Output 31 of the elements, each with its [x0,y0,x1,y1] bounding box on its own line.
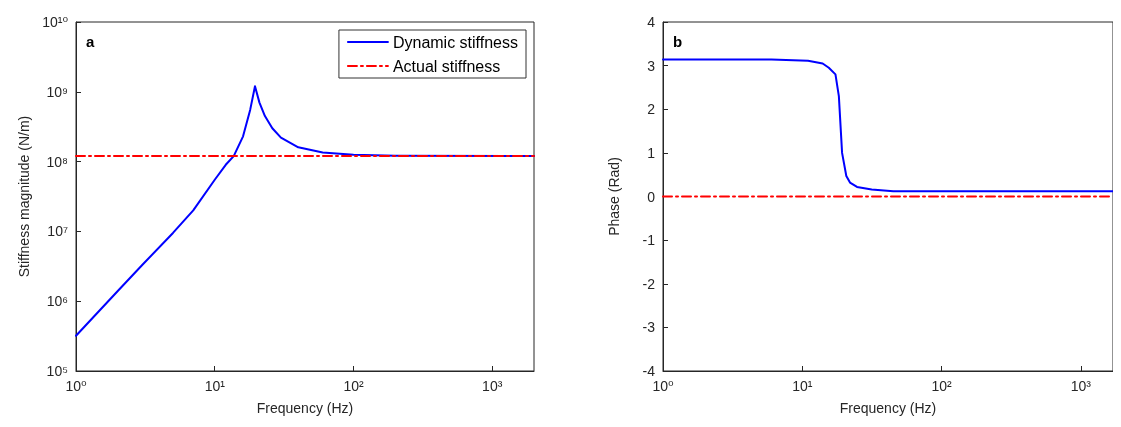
y-tick-label: -3 [642,319,656,336]
x-axis-title: Frequency (Hz) [256,400,354,416]
y-tick-label: -4 [642,363,656,379]
y-tick-label: 10¹⁰ [42,14,69,30]
y-tick-label: 10⁷ [47,223,68,240]
x-tick-label: 10³ [1070,378,1092,394]
x-tick-label: 10² [343,378,364,394]
y-tick-label: -1 [642,232,656,249]
annotation: b [673,33,683,50]
y-axis-title: Stiffness magnitude (N/m) [16,115,33,278]
y-tick-label: 2 [647,101,656,118]
x-tick-label: 10¹ [792,378,813,394]
legend-label: Dynamic stiffness [392,33,518,51]
x-axis-title: Frequency (Hz) [839,400,937,416]
y-tick-label: 3 [647,57,656,74]
annotation: a [86,33,95,50]
x-tick-label: 10³ [482,378,503,394]
x-tick-label: 10⁰ [652,378,674,394]
x-tick-label: 10⁰ [65,378,87,394]
y-tick-label: 4 [647,14,656,30]
x-tick-label: 10¹ [204,378,226,394]
y-tick-label: 10⁵ [46,363,68,379]
y-tick-label: 10⁸ [46,153,69,170]
y-axis-title: Phase (Rad) [606,157,622,236]
x-tick-label: 10² [931,378,953,394]
y-tick-label: 1 [647,144,656,161]
y-tick-label: -2 [642,275,656,292]
y-tick-label: 0 [647,188,656,205]
y-tick-label: 10⁶ [46,293,68,310]
y-tick-label: 10⁹ [46,83,68,100]
legend-label: Actual stiffness [392,57,501,75]
